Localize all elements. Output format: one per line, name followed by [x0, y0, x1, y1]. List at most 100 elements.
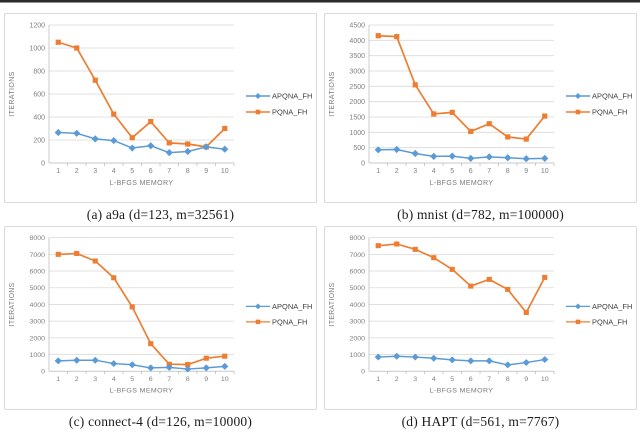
- data-marker-APQNA_FH: [448, 356, 456, 364]
- data-marker-PQNA_FH: [449, 266, 455, 272]
- series-line-PQNA_FH: [378, 34, 546, 140]
- data-marker-APQNA_FH: [91, 356, 99, 364]
- data-marker-PQNA_FH: [468, 283, 474, 289]
- y-tick-label: 0: [361, 161, 365, 168]
- x-tick-label: 9: [524, 376, 528, 383]
- legend-label-PQNA_FH: PQNA_FH: [592, 108, 627, 117]
- y-tick-label: 2000: [349, 335, 365, 342]
- x-axis-title: L-BFGS MEMORY: [430, 180, 494, 187]
- subfigure-b: 0 500 1000 1500 2000 2500 3000 3500 4000 4500 1 2 3 4…: [324, 13, 637, 226]
- subfigure-caption-a: (a) a9a (d=123, m=32561): [86, 206, 235, 222]
- y-axis-title: ITERATIONS: [9, 282, 16, 326]
- data-marker-APQNA_FH: [467, 154, 475, 162]
- data-marker-APQNA_FH: [411, 353, 419, 361]
- data-marker-APQNA_FH: [541, 154, 549, 162]
- legend-label-PQNA_FH: PQNA_FH: [272, 317, 307, 326]
- x-tick-label: 1: [56, 168, 60, 175]
- legend-marker-APQNA_FH: [255, 93, 261, 99]
- data-marker-PQNA_FH: [542, 274, 548, 280]
- legend-marker-PQNA_FH: [575, 319, 581, 325]
- x-tick-label: 1: [376, 376, 380, 383]
- x-tick-label: 8: [186, 376, 190, 383]
- data-marker-APQNA_FH: [165, 363, 173, 371]
- data-marker-APQNA_FH: [430, 354, 438, 362]
- x-tick-label: 6: [149, 376, 153, 383]
- data-marker-APQNA_FH: [504, 361, 512, 369]
- data-marker-PQNA_FH: [222, 353, 228, 359]
- chart-grid: 0 200 400 600 800 1000 1200 1 2 3 4 5 6 7 8 9 10 L-BFGS M…: [0, 3, 640, 433]
- subfigure-caption-b: (b) mnist (d=782, m=100000): [397, 206, 564, 222]
- data-marker-PQNA_FH: [468, 128, 474, 135]
- y-tick-label: 2500: [349, 84, 365, 91]
- x-tick-label: 5: [130, 376, 134, 383]
- subfigure-caption-c: (c) connect-4 (d=126, m=10000): [68, 413, 253, 429]
- data-marker-APQNA_FH: [448, 152, 456, 160]
- x-tick-label: 7: [487, 168, 491, 175]
- series-line-PQNA_FH: [58, 252, 225, 366]
- series-line-APQNA_FH: [378, 148, 545, 160]
- data-marker-PQNA_FH: [412, 82, 418, 88]
- subfigure-caption-d: (d) HAPT (d=561, m=7767): [401, 413, 560, 429]
- data-marker-PQNA_FH: [486, 121, 492, 127]
- x-tick-label: 8: [506, 168, 510, 175]
- y-tick-label: 1000: [349, 352, 365, 359]
- data-marker-PQNA_FH: [412, 246, 418, 252]
- x-tick-label: 1: [376, 168, 380, 175]
- line-chart-a9a: 0 200 400 600 800 1000 1200 1 2 3 4 5 6 7 8 9 10 L-BFGS M…: [9, 23, 312, 188]
- x-tick-label: 6: [149, 168, 153, 175]
- data-marker-APQNA_FH: [184, 147, 192, 156]
- y-tick-label: 1500: [349, 115, 365, 122]
- x-tick-label: 4: [432, 168, 436, 175]
- legend-label-PQNA_FH: PQNA_FH: [592, 317, 627, 326]
- data-marker-PQNA_FH: [166, 140, 172, 146]
- data-marker-PQNA_FH: [431, 255, 437, 261]
- x-tick-label: 2: [75, 376, 79, 383]
- chart-panel-connect4: 0 1000 2000 3000 4000 5000 6000 7000 8000 1 2 3 4 5 6 7…: [4, 226, 317, 410]
- data-marker-PQNA_FH: [55, 251, 61, 257]
- data-marker-APQNA_FH: [221, 145, 229, 153]
- chart-panel-hapt: 0 1000 2000 3000 4000 5000 6000 7000 8000 1 2 3 4 5 6 7…: [324, 226, 637, 410]
- data-marker-APQNA_FH: [110, 360, 118, 368]
- line-chart-connect4: 0 1000 2000 3000 4000 5000 6000 7000 8000 1 2 3 4 5 6 7…: [9, 235, 312, 394]
- y-tick-label: 600: [33, 92, 45, 99]
- x-tick-label: 5: [450, 168, 454, 175]
- chart-panel-mnist: 0 500 1000 1500 2000 2500 3000 3500 4000 4500 1 2 3 4…: [324, 13, 637, 203]
- legend-label-APQNA_FH: APQNA_FH: [592, 92, 632, 101]
- y-tick-label: 1000: [29, 46, 45, 53]
- data-marker-APQNA_FH: [393, 352, 401, 360]
- y-tick-label: 1000: [29, 352, 45, 359]
- y-axis-title: ITERATIONS: [329, 71, 336, 116]
- data-marker-APQNA_FH: [374, 353, 382, 361]
- y-axis-title: ITERATIONS: [9, 71, 16, 116]
- y-tick-label: 2000: [29, 335, 45, 342]
- data-marker-APQNA_FH: [504, 154, 512, 162]
- y-tick-label: 0: [41, 369, 45, 376]
- data-marker-PQNA_FH: [129, 304, 135, 310]
- subfigure-c: 0 1000 2000 3000 4000 5000 6000 7000 8000 1 2 3 4 5 6 7…: [4, 226, 317, 433]
- x-tick-label: 3: [413, 168, 417, 175]
- x-tick-label: 5: [130, 168, 134, 175]
- x-tick-label: 7: [487, 376, 491, 383]
- data-marker-PQNA_FH: [542, 113, 548, 119]
- data-marker-PQNA_FH: [111, 275, 117, 281]
- data-marker-APQNA_FH: [522, 359, 530, 367]
- data-marker-APQNA_FH: [54, 357, 62, 365]
- x-tick-label: 10: [541, 168, 549, 175]
- y-tick-label: 3500: [349, 53, 365, 60]
- x-tick-label: 1: [56, 376, 60, 383]
- data-marker-PQNA_FH: [394, 34, 400, 40]
- chart-panel-a9a: 0 200 400 600 800 1000 1200 1 2 3 4 5 6 7 8 9 10 L-BFGS M…: [4, 13, 317, 203]
- x-tick-label: 4: [112, 168, 116, 175]
- x-tick-label: 3: [93, 168, 97, 175]
- y-tick-label: 3000: [29, 319, 45, 326]
- legend-marker-APQNA_FH: [575, 303, 581, 310]
- data-marker-APQNA_FH: [73, 129, 81, 137]
- line-chart-mnist: 0 500 1000 1500 2000 2500 3000 3500 4000 4500 1 2 3 4…: [329, 23, 632, 188]
- y-tick-label: 2000: [349, 99, 365, 106]
- y-tick-label: 400: [33, 115, 45, 122]
- y-tick-label: 5000: [29, 285, 45, 292]
- page-rule: [0, 0, 640, 3]
- data-marker-APQNA_FH: [91, 135, 99, 143]
- data-marker-PQNA_FH: [449, 109, 455, 115]
